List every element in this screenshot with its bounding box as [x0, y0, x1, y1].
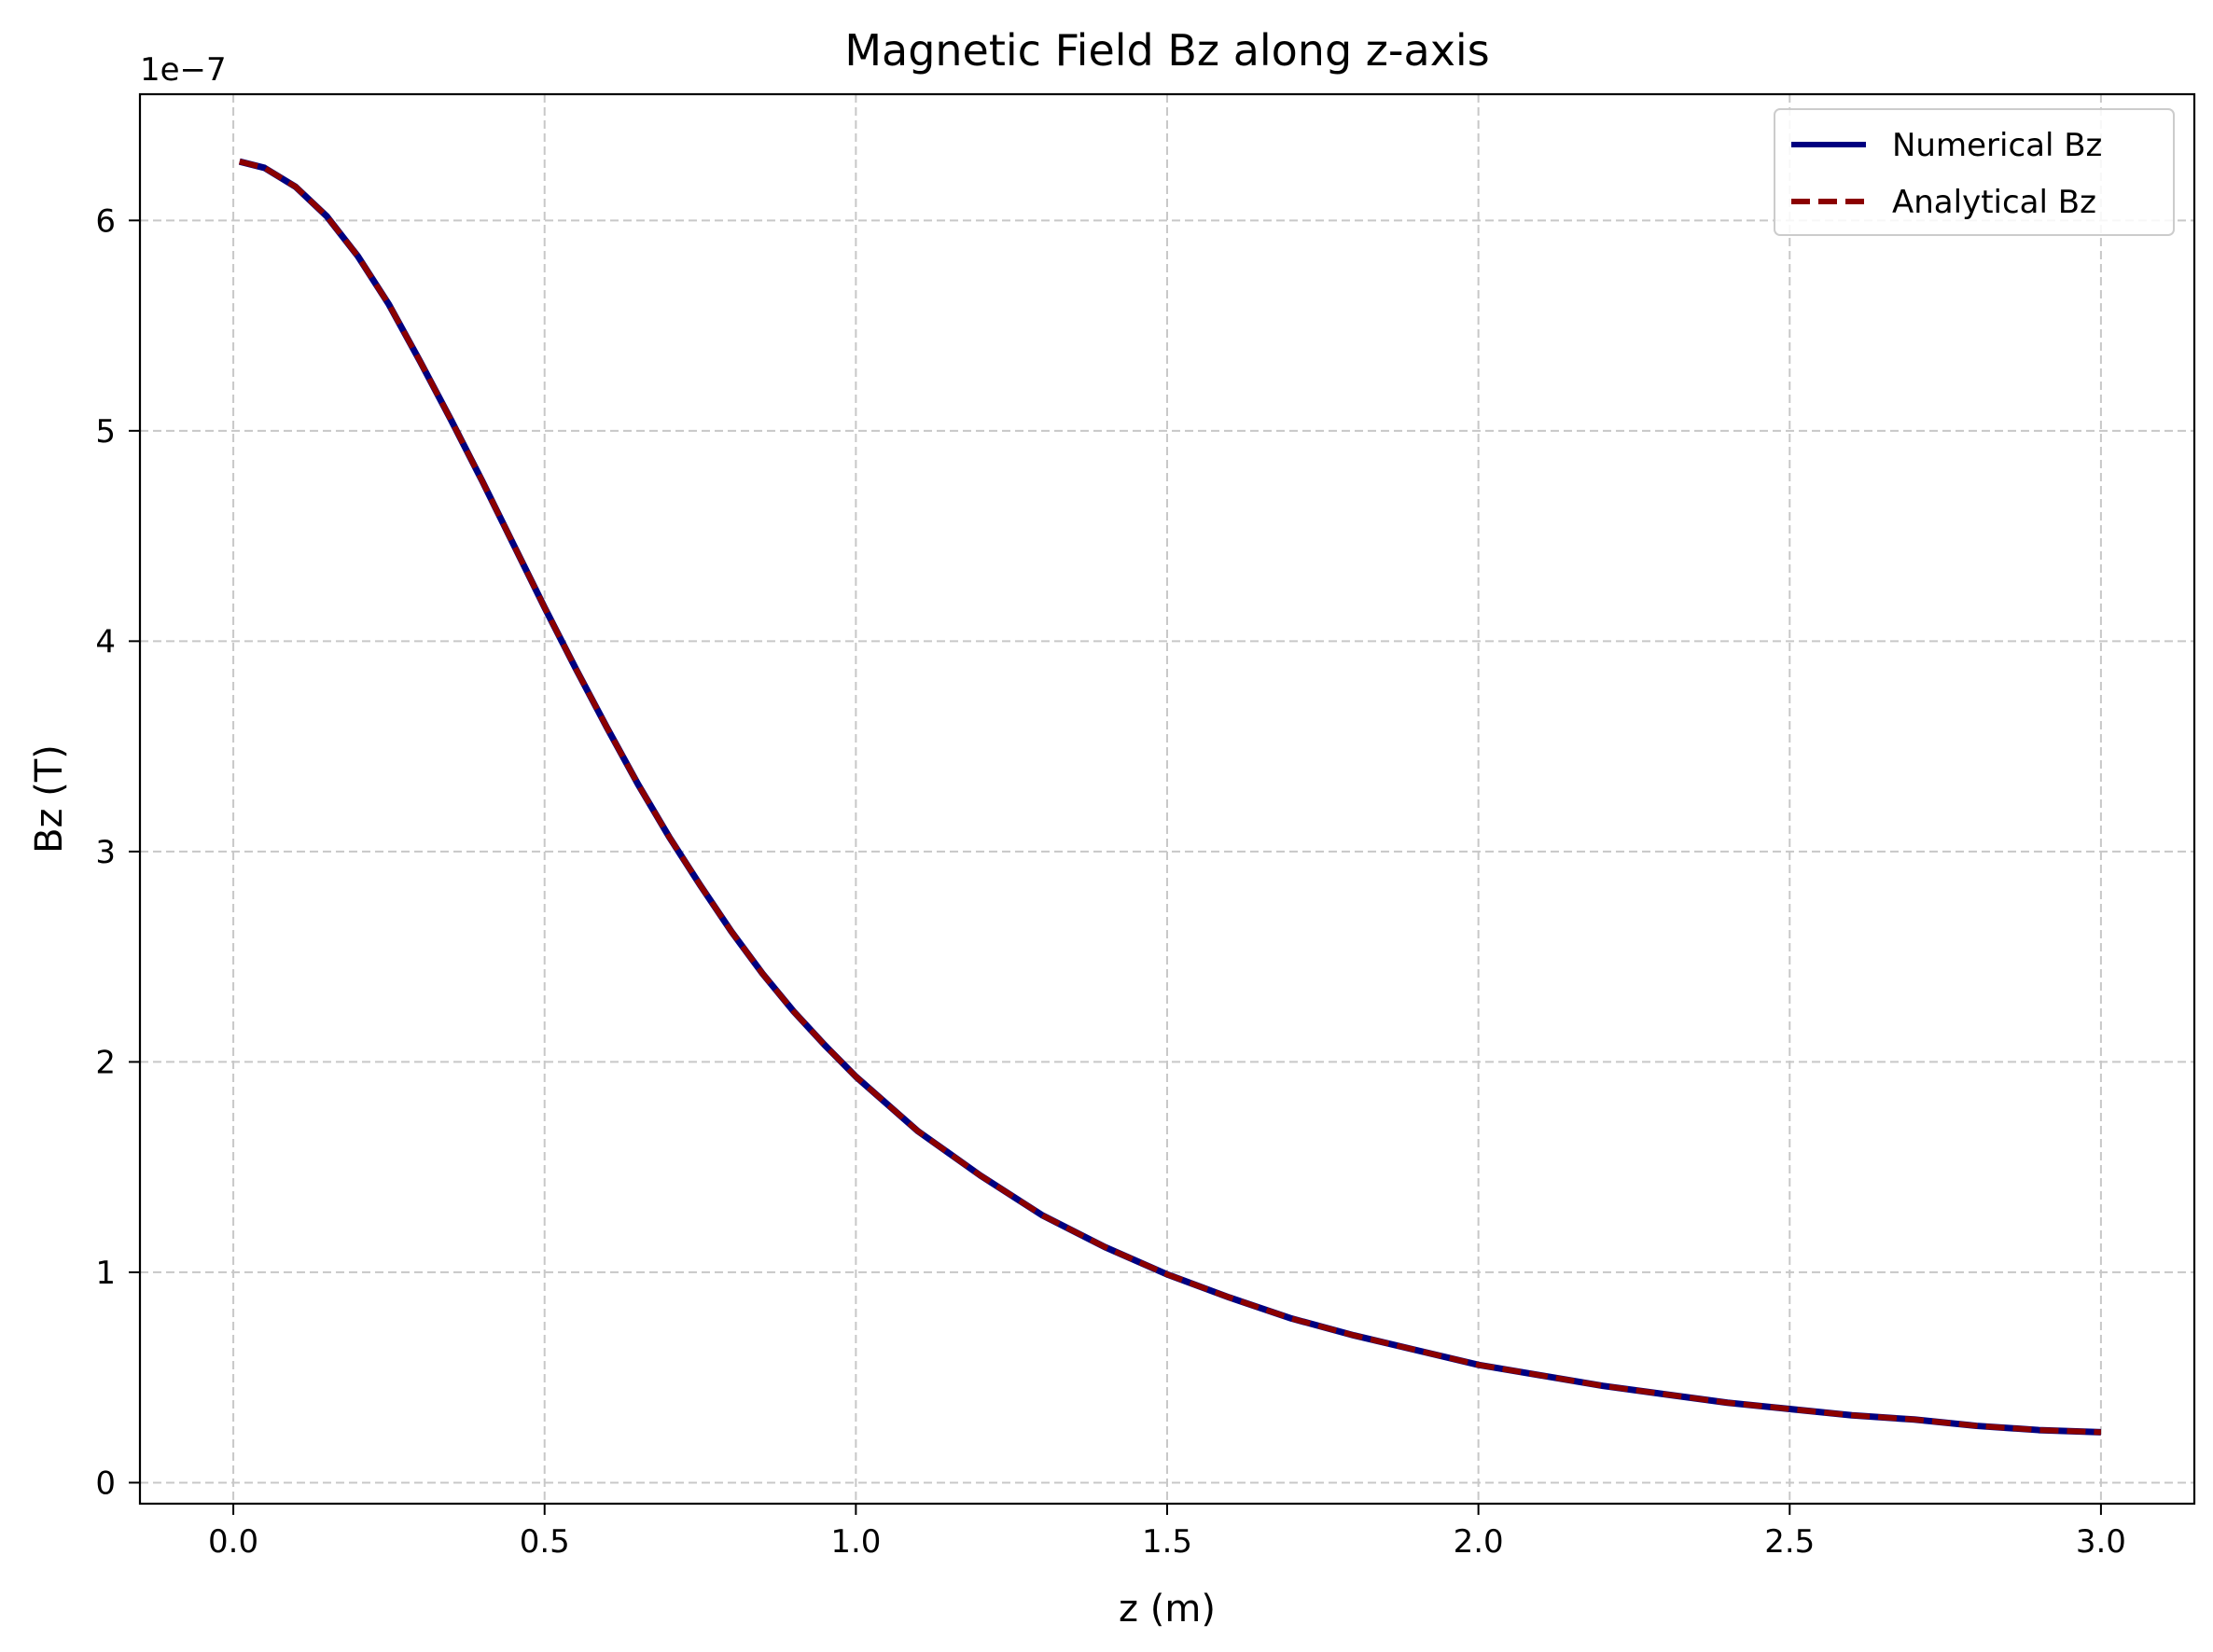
x-tick-label: 3.0	[2076, 1523, 2126, 1561]
legend: Numerical Bz Analytical Bz	[1774, 108, 2175, 236]
y-tick-label: 2	[95, 1044, 116, 1081]
legend-label-analytical: Analytical Bz	[1892, 184, 2096, 221]
chart-title: Magnetic Field Bz along z-axis	[844, 25, 1489, 76]
grid	[140, 94, 2194, 1504]
legend-label-numerical: Numerical Bz	[1892, 127, 2102, 164]
y-tick-label: 4	[95, 623, 116, 660]
x-tick-label: 1.5	[1142, 1523, 1192, 1561]
x-tick-label: 0.5	[520, 1523, 570, 1561]
ticks: 0.0 0.5 1.0 1.5 2.0 2.5 3.0 0 1 2 3 4 5 6	[95, 202, 2126, 1561]
x-axis-label: z (m)	[1119, 1588, 1216, 1631]
series-line-1	[239, 159, 2102, 1436]
series-line-0	[238, 158, 2102, 1436]
y-tick-label: 6	[95, 202, 116, 240]
y-offset-label: 1e−7	[140, 51, 227, 89]
series-layer	[238, 158, 2102, 1436]
x-tick-label: 2.0	[1454, 1523, 1504, 1561]
x-tick-label: 1.0	[830, 1523, 881, 1561]
y-tick-label: 1	[95, 1255, 116, 1292]
x-tick-label: 2.5	[1764, 1523, 1815, 1561]
y-tick-label: 3	[95, 834, 116, 871]
x-tick-label: 0.0	[208, 1523, 258, 1561]
y-tick-label: 0	[95, 1465, 116, 1502]
y-tick-label: 5	[95, 413, 116, 451]
y-axis-label: Bz (T)	[28, 744, 71, 854]
legend-box	[1774, 108, 2175, 236]
